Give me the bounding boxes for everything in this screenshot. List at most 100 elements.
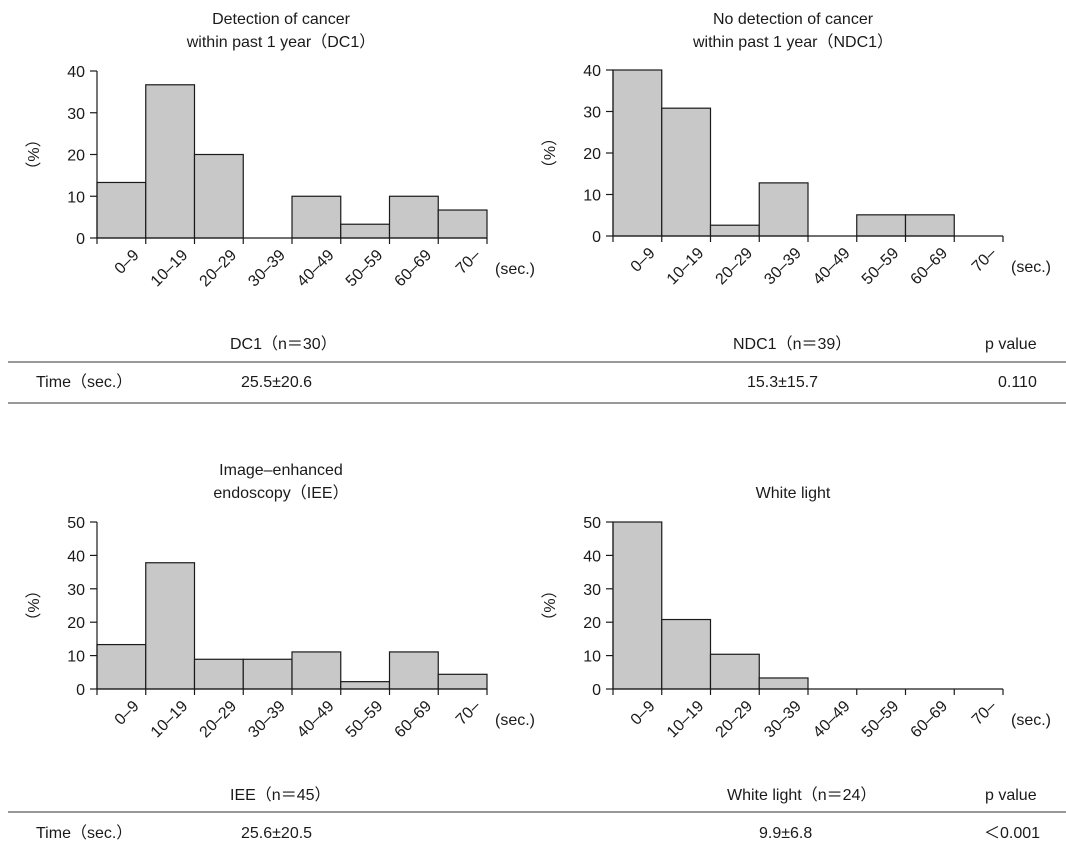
histogram-bar — [291, 651, 342, 690]
histogram-bar — [856, 214, 907, 237]
comparison-table-1: DC1（n＝30） NDC1（n＝39） p value Time（sec.） … — [8, 335, 1066, 404]
y-tick-label: 50 — [583, 515, 601, 532]
y-axis-label: （%） — [541, 582, 559, 628]
chart-title-line: Detection of cancer — [212, 11, 351, 28]
histogram-bar — [388, 195, 439, 239]
y-tick-label: 0 — [592, 682, 601, 699]
x-axis-unit: (sec.) — [1011, 712, 1051, 729]
histogram-bar — [758, 182, 809, 237]
table1-row-label: Time（sec.） — [36, 373, 132, 391]
x-tick-label: 10–19 — [148, 698, 192, 742]
y-tick-label: 10 — [583, 188, 601, 205]
table1-value1: 25.5±20.6 — [241, 374, 312, 391]
histogram-bar — [340, 223, 391, 239]
table1-pvalue: 0.110 — [998, 374, 1037, 391]
histogram-bar — [291, 195, 342, 239]
histogram-bar — [340, 681, 391, 690]
comparison-table-2: IEE（n＝45） White light（n＝24） p value Time… — [8, 786, 1066, 842]
y-tick-label: 10 — [67, 189, 85, 206]
x-axis-unit: (sec.) — [495, 712, 535, 729]
chart-panel-4: White light 0 10 20 30 40 50 （%） 0–9 10–19 20–29 30… — [541, 485, 1051, 741]
histogram-bar — [612, 69, 663, 237]
chart-panel-3: Image–enhanced endoscopy（IEE） 0 10 20 30 40 50 （… — [25, 462, 535, 741]
x-tick-label: 60–69 — [908, 698, 952, 742]
y-tick-label: 10 — [583, 649, 601, 666]
x-tick-label: 40–49 — [810, 245, 854, 289]
table2-pvalue: ＜0.001 — [984, 825, 1040, 842]
y-tick-label: 20 — [583, 615, 601, 632]
x-tick-label: 50–59 — [859, 698, 903, 742]
chart-title-line: endoscopy（IEE） — [213, 484, 348, 502]
histogram-bar — [437, 209, 488, 239]
y-tick-label: 40 — [583, 63, 601, 80]
table1-group2-header: NDC1（n＝39） — [733, 335, 851, 353]
x-tick-label: 70– — [453, 247, 484, 278]
x-tick-label: 30–39 — [245, 698, 289, 742]
table2-group1-header: IEE（n＝45） — [230, 786, 331, 804]
x-tick-label: 10–19 — [664, 698, 708, 742]
y-tick-label: 0 — [76, 682, 85, 699]
x-tick-label: 50–59 — [343, 247, 387, 291]
chart-title-line: within past 1 year（DC1） — [186, 33, 376, 51]
table1-pvalue-header: p value — [985, 336, 1037, 353]
histogram-panels: Detection of cancer within past 1 year（DC… — [25, 11, 1051, 741]
histogram-bar — [145, 562, 196, 690]
y-tick-label: 20 — [583, 146, 601, 163]
x-tick-label: 20–29 — [713, 245, 757, 289]
x-tick-label: 0–9 — [112, 247, 143, 278]
histogram-bar — [661, 618, 712, 690]
x-axis-unit: (sec.) — [495, 261, 535, 278]
table2-group2-header: White light（n＝24） — [727, 786, 876, 804]
x-tick-label: 40–49 — [810, 698, 854, 742]
x-tick-label: 0–9 — [628, 698, 659, 729]
x-tick-label: 30–39 — [761, 245, 805, 289]
chart-title-line: White light — [756, 485, 831, 502]
table2-value1: 25.6±20.5 — [241, 825, 312, 842]
x-tick-label: 70– — [969, 698, 1000, 729]
histogram-bar — [193, 153, 244, 239]
x-tick-label: 50–59 — [343, 698, 387, 742]
histogram-bar — [388, 651, 439, 690]
x-tick-label: 40–49 — [294, 698, 338, 742]
y-tick-label: 10 — [67, 649, 85, 666]
x-axis-unit: (sec.) — [1011, 259, 1051, 276]
y-tick-label: 40 — [67, 64, 85, 81]
x-tick-label: 60–69 — [392, 247, 436, 291]
y-tick-label: 30 — [67, 106, 85, 123]
x-tick-label: 10–19 — [148, 247, 192, 291]
x-tick-label: 70– — [453, 698, 484, 729]
x-tick-label: 0–9 — [112, 698, 143, 729]
chart-title-line: Image–enhanced — [219, 462, 343, 479]
y-tick-label: 30 — [583, 582, 601, 599]
histogram-bar — [709, 653, 760, 690]
histogram-bar — [96, 181, 147, 239]
table1-group1-header: DC1（n＝30） — [230, 335, 337, 353]
x-tick-label: 50–59 — [859, 245, 903, 289]
y-tick-label: 20 — [67, 615, 85, 632]
table1-value2: 15.3±15.7 — [747, 374, 818, 391]
x-tick-label: 40–49 — [294, 247, 338, 291]
chart-panel-1: Detection of cancer within past 1 year（DC… — [25, 11, 535, 290]
y-tick-label: 50 — [67, 515, 85, 532]
y-tick-label: 40 — [67, 548, 85, 565]
histogram-bar — [661, 107, 712, 237]
histogram-bar — [437, 673, 488, 690]
histogram-bar — [709, 224, 760, 237]
x-tick-label: 20–29 — [197, 247, 241, 291]
table2-pvalue-header: p value — [985, 787, 1037, 804]
histogram-bar — [193, 658, 244, 690]
y-tick-label: 30 — [583, 105, 601, 122]
chart-title-line: within past 1 year（NDC1） — [692, 33, 893, 51]
y-axis-label: （%） — [25, 131, 43, 177]
histogram-bar — [612, 521, 663, 690]
y-tick-label: 30 — [67, 582, 85, 599]
histogram-bar — [904, 214, 955, 237]
chart-panel-2: No detection of cancer within past 1 year… — [541, 11, 1051, 288]
histogram-bar — [96, 643, 147, 690]
y-tick-label: 0 — [592, 229, 601, 246]
histogram-bar — [758, 677, 809, 690]
y-axis-label: （%） — [541, 130, 559, 176]
x-tick-label: 30–39 — [245, 247, 289, 291]
table2-row-label: Time（sec.） — [36, 824, 132, 842]
x-tick-label: 20–29 — [713, 698, 757, 742]
